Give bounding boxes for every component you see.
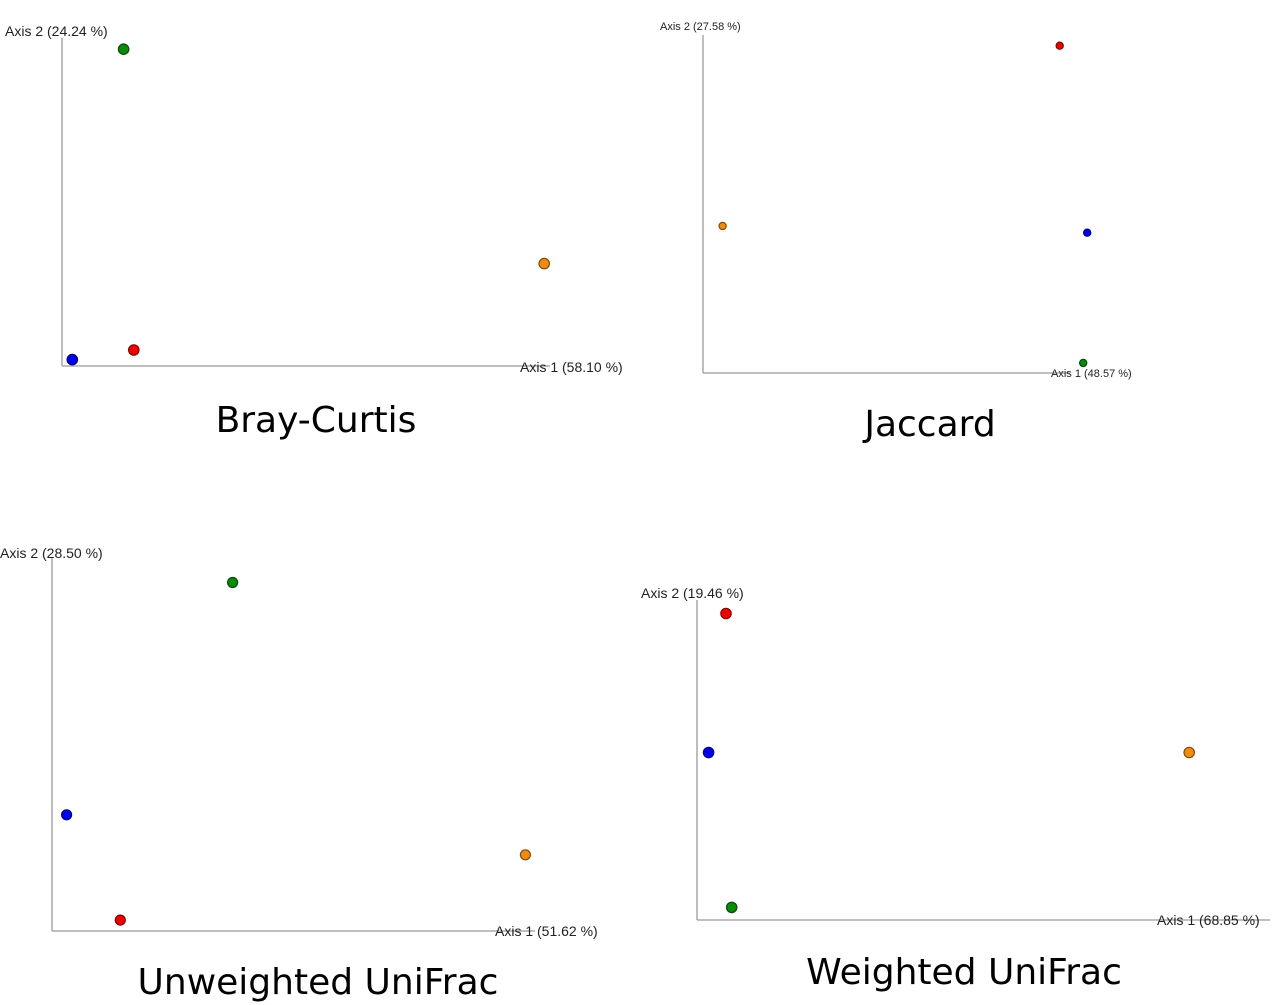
panel-title: Jaccard [862, 404, 995, 445]
scatter-point [1078, 358, 1088, 368]
scatter-point [60, 809, 73, 821]
scatter-point [538, 257, 550, 270]
panel-jaccard: Axis 2 (27.58 %) Axis 1 (48.57 %) Jaccar… [660, 21, 1132, 445]
panel-weighted-unifrac: Axis 2 (19.46 %) Axis 1 (68.85 %) Weight… [641, 585, 1270, 993]
scatter-point [1183, 746, 1195, 759]
scatter-point [1082, 228, 1092, 237]
scatter-point [1055, 41, 1064, 50]
panel-title: Unweighted UniFrac [138, 962, 499, 1003]
scatter-point [227, 576, 239, 589]
scatter-points [702, 607, 1195, 914]
x-axis-label: Axis 1 (58.10 %) [520, 359, 623, 375]
x-axis-label: Axis 1 (48.57 %) [1051, 368, 1132, 380]
x-axis-label: Axis 1 (51.62 %) [495, 923, 598, 939]
panel-title: Bray-Curtis [216, 400, 417, 441]
scatter-point [725, 901, 738, 914]
panel-title: Weighted UniFrac [806, 952, 1122, 993]
scatter-point [117, 43, 130, 55]
y-axis-label: Axis 2 (27.58 %) [660, 21, 741, 33]
y-axis-label: Axis 2 (24.24 %) [5, 23, 108, 39]
scatter-point [702, 746, 715, 759]
scatter-point [128, 344, 140, 356]
panel-bray-curtis: Axis 2 (24.24 %) Axis 1 (58.10 %) Bray-C… [5, 23, 623, 441]
scatter-point [519, 849, 532, 861]
panel-unweighted-unifrac: Axis 2 (28.50 %) Axis 1 (51.62 %) Unweig… [0, 545, 598, 1003]
scatter-point [718, 221, 727, 231]
scatter-points [60, 576, 532, 926]
scatter-point [114, 914, 126, 926]
y-axis-label: Axis 2 (19.46 %) [641, 585, 744, 601]
scatter-points [66, 43, 550, 366]
scatter-points [718, 41, 1092, 368]
y-axis-label: Axis 2 (28.50 %) [0, 545, 103, 561]
x-axis-label: Axis 1 (68.85 %) [1157, 912, 1260, 928]
scatter-point [720, 607, 732, 620]
scatter-point [66, 353, 79, 366]
